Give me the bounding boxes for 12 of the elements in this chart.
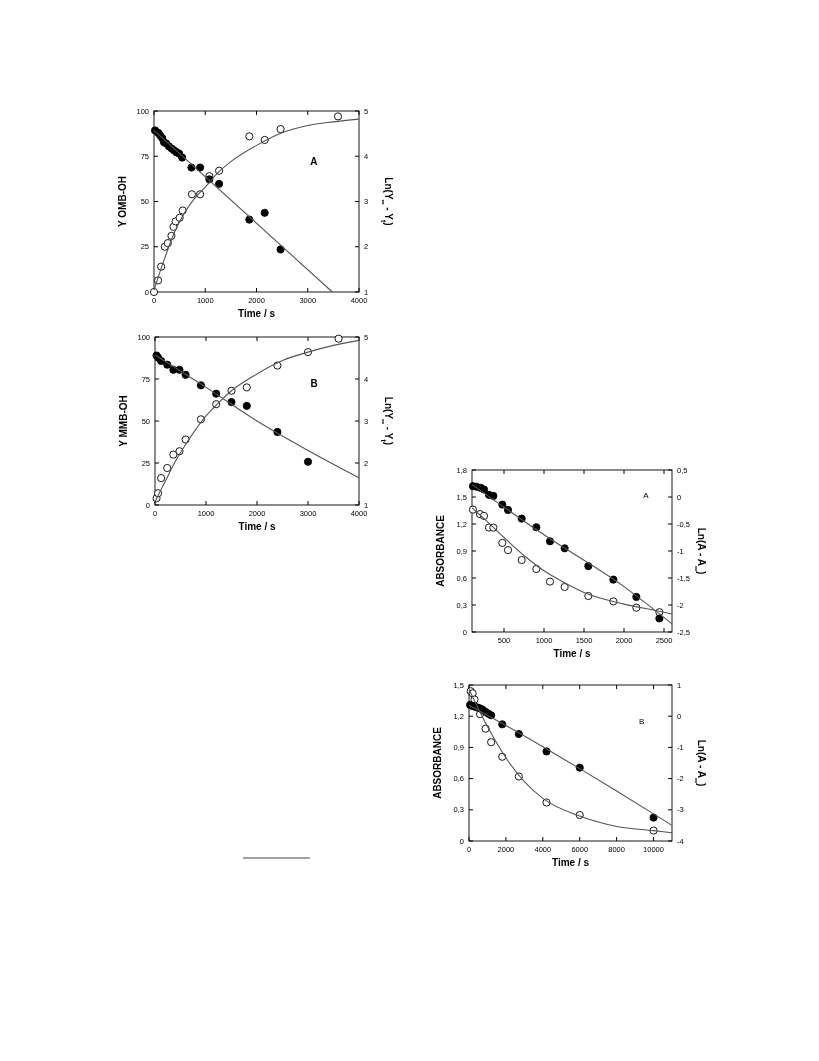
x-axis-title: Time / s (237, 308, 276, 319)
annotation: B (310, 378, 318, 390)
x-axis-title: Time / s (553, 648, 591, 659)
y-axis-title: Y MMB-OH (118, 395, 129, 447)
x-axis-title: Time / s (238, 521, 276, 532)
y-axis-title: ABSORBANCE (435, 514, 446, 587)
y-axis-title: Y OMB-OH (117, 176, 128, 227)
annotation: B (638, 717, 645, 726)
x-axis-title: Time / s (551, 857, 590, 868)
y-axis-title: ABSORBANCE (432, 726, 443, 799)
annotation: A (310, 156, 318, 168)
annotation: A (643, 490, 650, 500)
